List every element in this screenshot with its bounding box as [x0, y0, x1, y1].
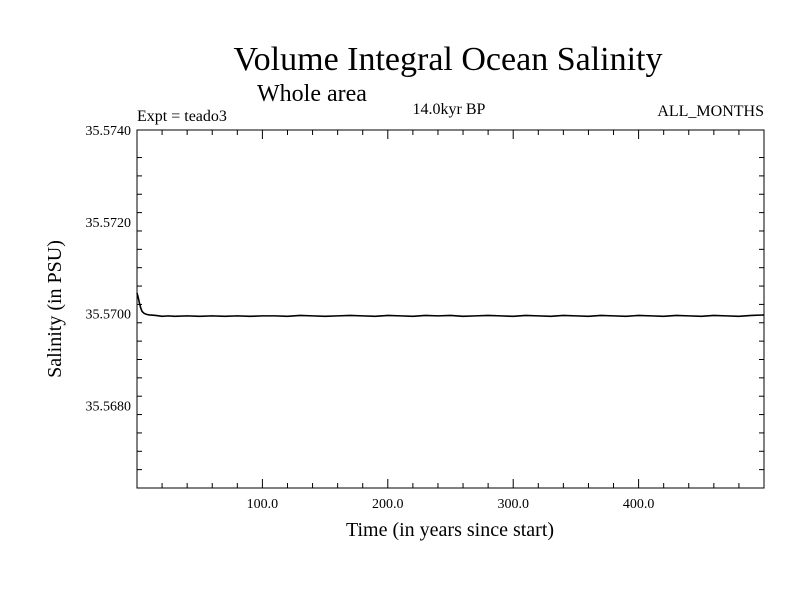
plot-frame	[136, 129, 765, 489]
y-tick-label: 35.5700	[86, 308, 132, 323]
tick-labels: 100.0 200.0 300.0 400.0 35.5740 35.5720 35.570…	[86, 124, 655, 512]
x-tick-label: 400.0	[623, 497, 655, 512]
x-axis-label: Time (in years since start)	[346, 519, 554, 541]
x-tick-label: 100.0	[247, 497, 279, 512]
y-tick-label: 35.5680	[86, 399, 132, 414]
months-label: ALL_MONTHS	[657, 103, 764, 120]
experiment-label: Expt = teado3	[137, 108, 227, 125]
chart-subtitle: Whole area	[257, 81, 367, 107]
salinity-series-line	[136, 292, 765, 318]
y-axis-label: Salinity (in PSU)	[44, 240, 66, 378]
x-tick-label: 300.0	[497, 497, 529, 512]
x-tick-label: 200.0	[372, 497, 404, 512]
period-label: 14.0kyr BP	[413, 101, 486, 118]
y-tick-label: 35.5740	[86, 124, 132, 139]
axis-ticks	[137, 130, 764, 488]
chart-title: Volume Integral Ocean Salinity	[234, 41, 663, 78]
y-tick-label: 35.5720	[86, 216, 132, 231]
